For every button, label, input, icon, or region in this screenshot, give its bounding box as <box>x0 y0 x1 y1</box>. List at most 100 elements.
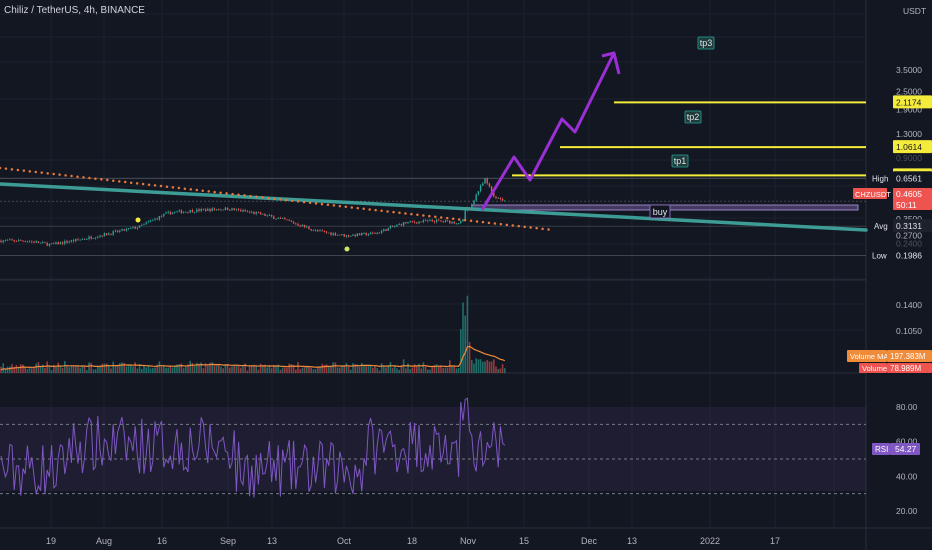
candle <box>367 234 370 236</box>
volume-bar <box>471 359 473 373</box>
volume-ma-value: 197.383M <box>890 352 926 361</box>
volume-bar <box>64 361 66 373</box>
candle <box>64 241 66 244</box>
volume-bar <box>163 365 165 373</box>
candle <box>123 229 125 231</box>
candle <box>376 232 378 234</box>
volume-bar <box>101 363 103 373</box>
volume-bar <box>33 366 35 373</box>
candle <box>264 213 266 216</box>
candle <box>22 240 24 242</box>
price-axis[interactable]: USDT3.50002.50001.90001.30000.50000.3500… <box>847 6 932 516</box>
volume-bar <box>90 362 92 373</box>
candle <box>365 232 367 236</box>
candle <box>295 223 297 225</box>
candle <box>411 221 414 222</box>
candle <box>9 239 11 241</box>
candle <box>455 223 458 225</box>
volume-bar <box>215 365 218 373</box>
volume-bar <box>116 365 119 373</box>
candle <box>79 239 81 241</box>
candle <box>213 208 216 210</box>
candle <box>361 232 363 236</box>
volume-bar <box>220 366 222 373</box>
candle <box>473 200 475 205</box>
candle <box>288 219 290 221</box>
volume-bar <box>429 369 431 373</box>
volume-bar <box>165 368 167 373</box>
volume-bar <box>378 370 381 373</box>
candle <box>475 194 477 201</box>
volume-bar <box>497 368 499 373</box>
candle <box>44 242 46 243</box>
candle <box>33 241 35 243</box>
candle <box>310 229 312 231</box>
volume-bar <box>330 366 332 373</box>
tp2-price-badge <box>893 140 932 154</box>
candle <box>394 226 396 227</box>
candle <box>246 211 249 213</box>
candle <box>138 225 141 228</box>
candle <box>262 213 264 215</box>
volume-bar <box>103 363 106 373</box>
candle <box>433 221 436 223</box>
volume-bar <box>438 365 440 373</box>
candle <box>75 238 77 242</box>
volume-bar <box>479 359 482 373</box>
volume-badge <box>859 363 887 373</box>
teal-trendline[interactable] <box>0 182 868 232</box>
candle <box>418 221 420 224</box>
volume-bar <box>174 365 176 373</box>
candle <box>422 220 425 223</box>
rsi-line <box>0 397 506 498</box>
volume-bar <box>123 362 125 373</box>
volume-ma-label: Volume MA <box>850 352 888 361</box>
candle <box>13 240 15 242</box>
projection-path[interactable] <box>480 52 616 211</box>
low-price: 0.1986 <box>896 251 922 261</box>
candle <box>229 209 231 211</box>
tp3-price-badge <box>893 95 932 109</box>
volume-bar <box>26 369 29 373</box>
volume-bar <box>279 369 282 373</box>
tp1-label-box <box>671 154 689 168</box>
candle <box>341 234 343 236</box>
volume-bar <box>413 364 416 373</box>
volume-bar <box>125 366 128 373</box>
candle <box>347 235 350 237</box>
volume-bar <box>2 363 4 373</box>
volume-bar <box>105 363 108 373</box>
volume-bar <box>207 365 209 373</box>
candle <box>444 220 447 222</box>
volume-bar <box>288 363 290 373</box>
price-tick: 0.2700 <box>896 231 922 241</box>
projection-arrow[interactable] <box>480 51 621 211</box>
candle <box>389 226 392 229</box>
volume-bar <box>37 362 40 373</box>
candle <box>255 212 257 214</box>
volume-bar <box>233 364 235 373</box>
candle <box>504 200 506 202</box>
volume-tick: 0.1400 <box>896 300 922 310</box>
volume-bar <box>72 365 75 373</box>
trendlines[interactable] <box>0 166 868 252</box>
volume-bar <box>262 365 264 373</box>
candle <box>501 198 504 201</box>
candle <box>88 236 90 239</box>
candle <box>158 216 161 220</box>
volume-bar <box>433 365 436 373</box>
volume-bar <box>251 366 253 373</box>
time-tick: Nov <box>460 536 477 546</box>
candle <box>391 226 394 228</box>
volume-bar <box>495 366 497 373</box>
candle <box>200 208 202 212</box>
volume-bar <box>187 364 189 373</box>
candle <box>57 242 59 245</box>
volume-bar <box>114 366 117 373</box>
price-tick: 1.3000 <box>896 129 922 139</box>
time-axis[interactable]: 19 Aug 16 Sep 13 Oct 18 Nov 15 Dec 13 2022 17 <box>46 536 780 546</box>
buy-label: buy <box>653 207 668 217</box>
candle <box>101 235 103 237</box>
candle <box>237 209 240 210</box>
